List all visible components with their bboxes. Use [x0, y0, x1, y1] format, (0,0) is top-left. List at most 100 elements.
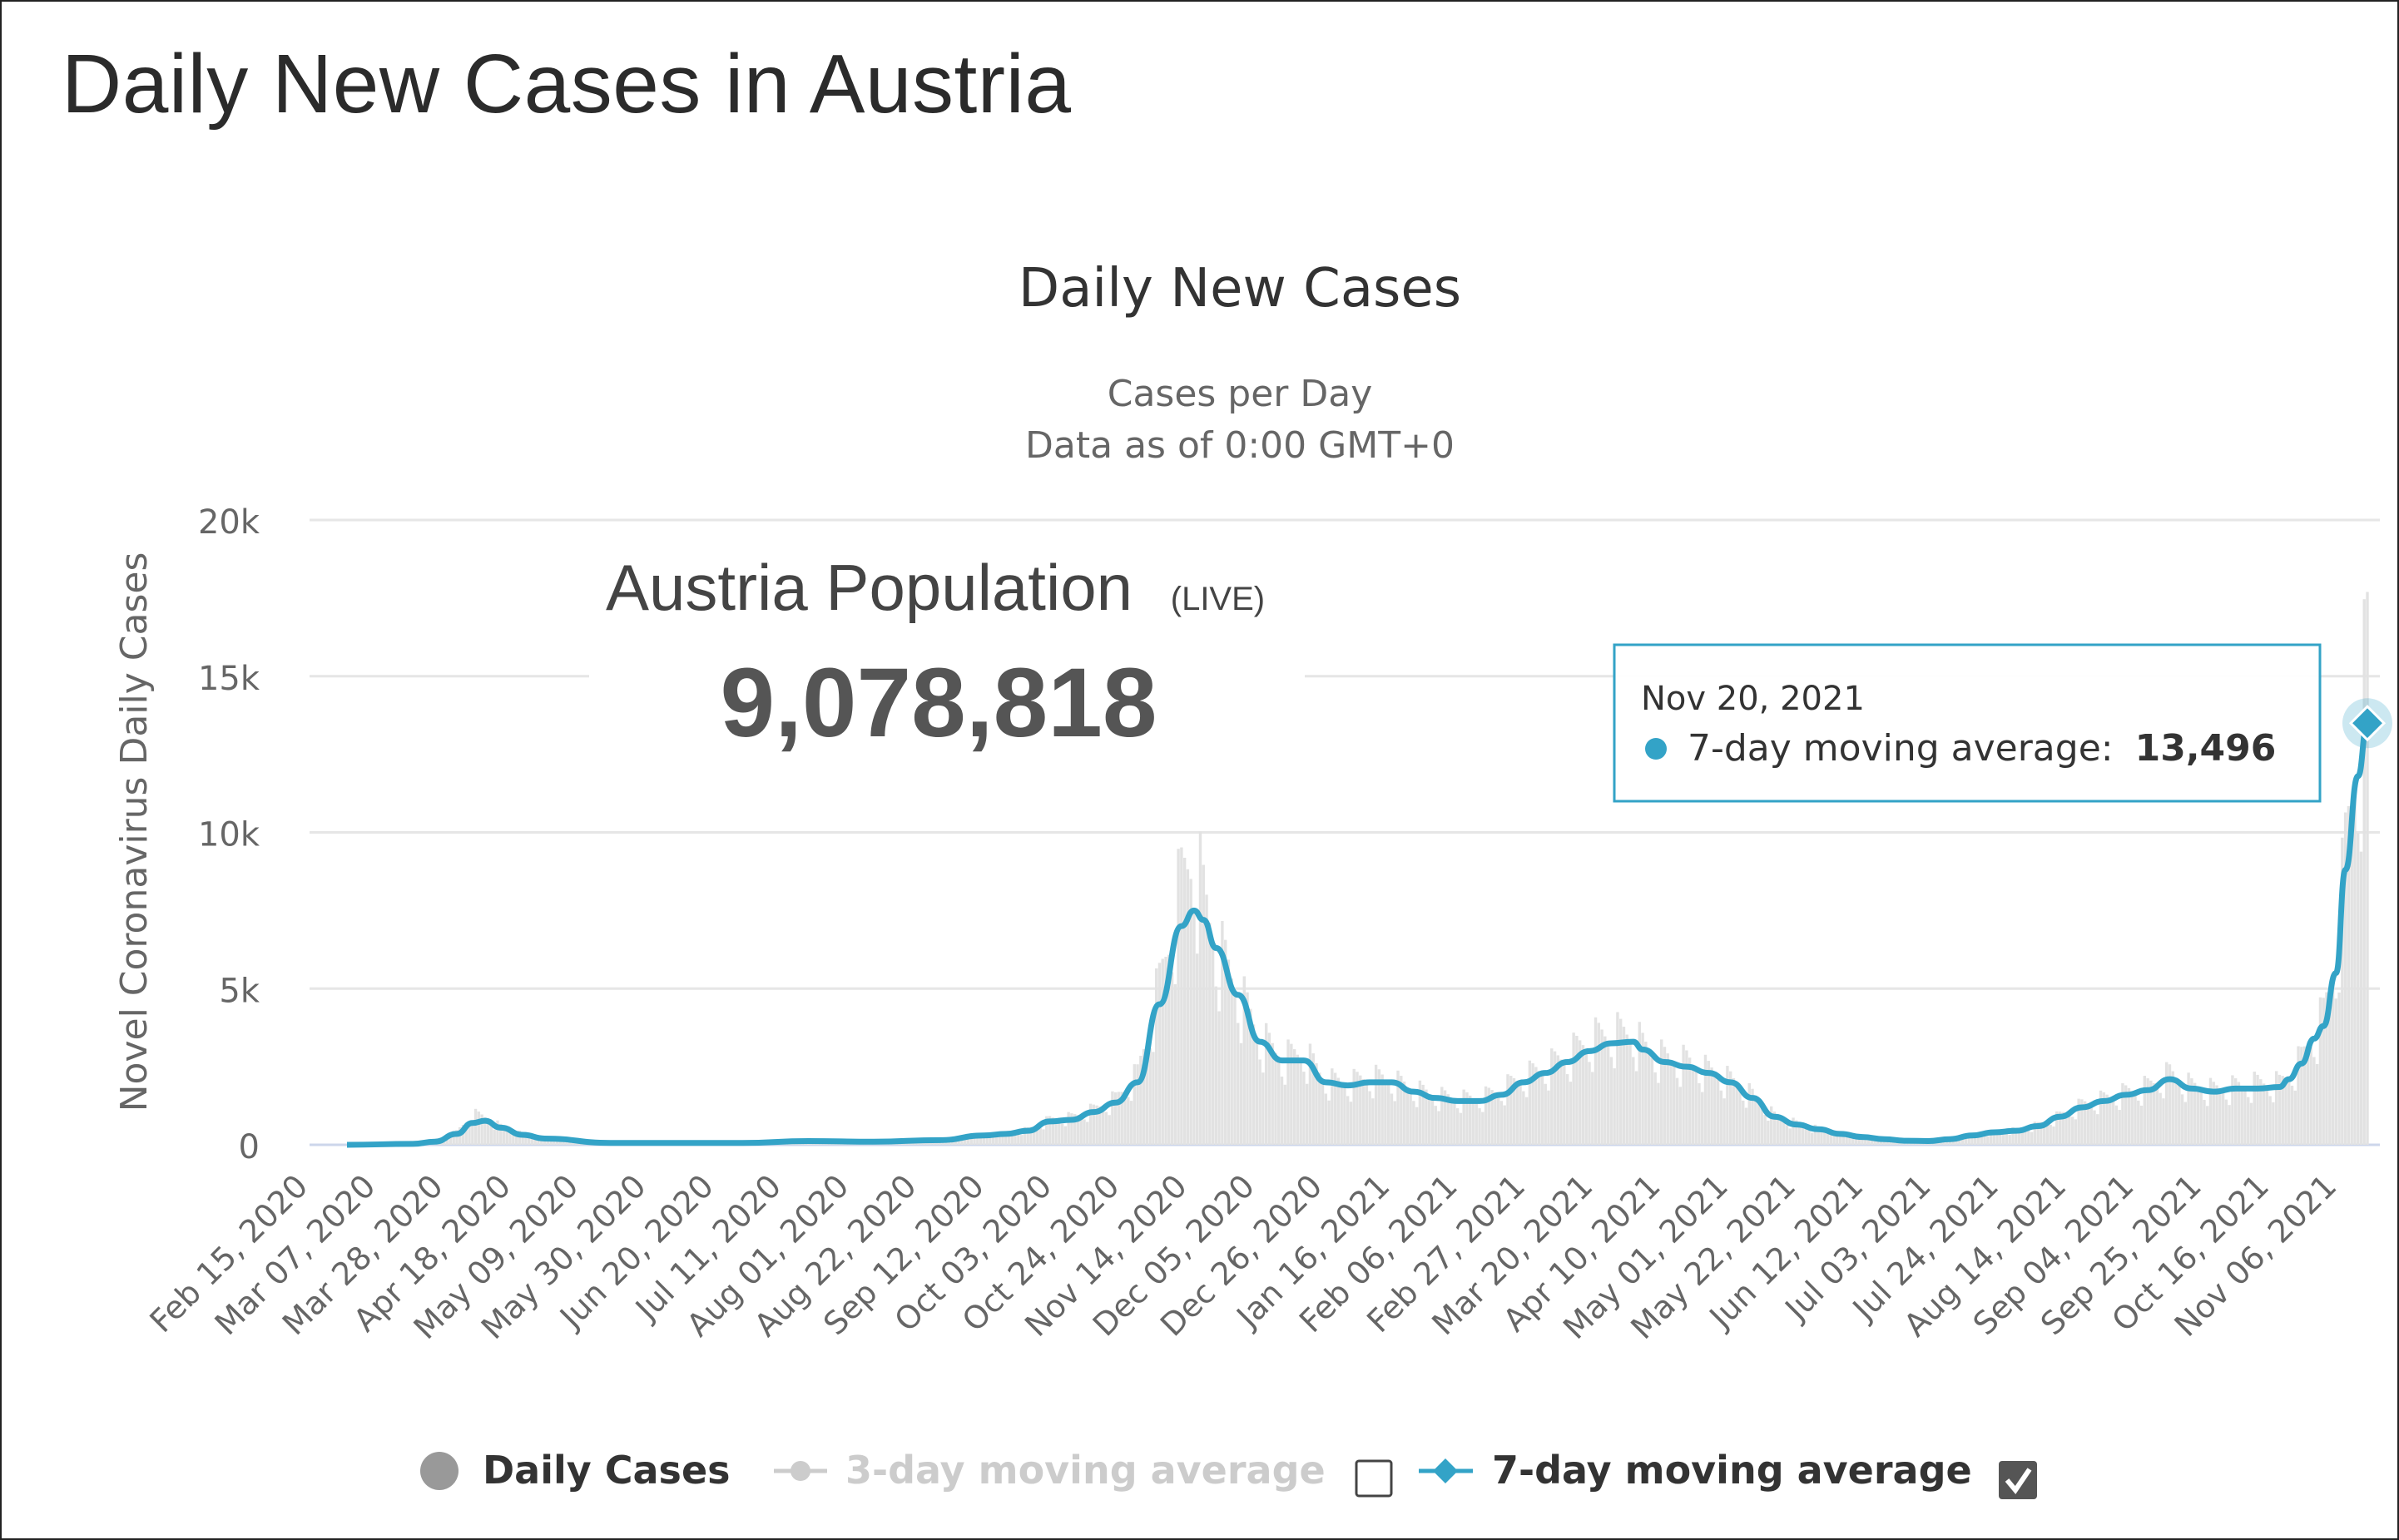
legend-item-daily-cases[interactable]: Daily Cases: [420, 1448, 731, 1493]
daily-case-bar: [1346, 1096, 1350, 1145]
daily-case-bar: [2171, 1071, 2174, 1145]
legend-item-3-day-moving-average[interactable]: 3-day moving average: [774, 1448, 1326, 1493]
daily-case-bar: [1095, 1105, 1098, 1145]
chart-title: Daily New Cases: [1019, 258, 1461, 319]
daily-case-bar: [1742, 1100, 1745, 1145]
hover-marker[interactable]: [2348, 705, 2387, 742]
daily-case-bar: [2099, 1090, 2103, 1145]
daily-case-bar: [1553, 1051, 1557, 1145]
daily-case-bar: [514, 1136, 518, 1145]
legend-item-7-day-moving-average[interactable]: 7-day moving average: [1419, 1448, 1972, 1493]
daily-case-bar: [1462, 1089, 1465, 1145]
daily-case-bar: [1823, 1130, 1827, 1145]
daily-case-bar: [1838, 1131, 1842, 1145]
daily-case-bar: [1760, 1107, 1764, 1145]
population-value: 9,078,818: [721, 648, 1157, 758]
daily-case-bar: [1079, 1116, 1083, 1145]
daily-case-bar: [1465, 1092, 1469, 1145]
daily-case-bar: [1861, 1136, 1864, 1145]
daily-case-bar: [1308, 1043, 1312, 1145]
daily-case-bar: [1999, 1131, 2002, 1145]
daily-case-bar: [1421, 1084, 1425, 1145]
daily-case-bar: [1638, 1022, 1642, 1145]
daily-case-bar: [1747, 1082, 1751, 1145]
daily-case-bar: [1299, 1059, 1302, 1145]
daily-case-bar: [1083, 1119, 1086, 1145]
daily-case-bar: [1544, 1083, 1547, 1145]
daily-case-bar: [1967, 1133, 1970, 1145]
legend-3-day-checkbox[interactable]: [1355, 1459, 1393, 1498]
daily-case-bar: [1177, 849, 1180, 1145]
daily-case-bar: [2309, 1047, 2312, 1145]
tooltip-series-label: 7-day moving average:: [1688, 727, 2114, 770]
daily-case-bar: [1976, 1134, 1980, 1145]
daily-case-bar: [1584, 1049, 1588, 1145]
daily-case-bar: [1368, 1091, 1371, 1145]
daily-case-bar: [1519, 1082, 1522, 1145]
daily-case-bar: [1104, 1112, 1108, 1145]
daily-case-bar: [2325, 992, 2328, 1145]
daily-case-bar: [1804, 1127, 1807, 1145]
daily-case-bar: [1732, 1078, 1736, 1145]
daily-case-bar: [1873, 1139, 1876, 1145]
daily-case-bar: [976, 1138, 979, 1145]
daily-case-bar: [1315, 1062, 1318, 1145]
daily-case-bar: [455, 1130, 458, 1145]
daily-case-bar: [2334, 998, 2337, 1145]
daily-case-bar: [1227, 959, 1231, 1145]
daily-case-bar: [994, 1136, 999, 1145]
daily-case-bar: [2315, 1063, 2319, 1145]
daily-case-bar: [1726, 1066, 1729, 1145]
daily-case-bar: [1958, 1137, 1961, 1145]
daily-case-bar: [1425, 1089, 1428, 1145]
daily-case-bar: [2011, 1127, 2015, 1145]
daily-case-bar: [1974, 1133, 1977, 1145]
daily-case-bar: [1409, 1092, 1412, 1145]
daily-case-bar: [966, 1136, 970, 1145]
daily-case-bar: [2121, 1082, 2124, 1145]
daily-case-bar: [1660, 1039, 1663, 1145]
daily-case-bar: [1970, 1133, 1974, 1145]
daily-case-bar: [2124, 1085, 2128, 1145]
daily-case-bar: [2052, 1126, 2055, 1145]
daily-case-bar: [1139, 1055, 1142, 1145]
daily-case-bar: [991, 1134, 995, 1145]
daily-case-bar: [1007, 1131, 1011, 1145]
daily-case-bar: [2045, 1122, 2050, 1145]
daily-case-bar: [1801, 1125, 1805, 1145]
daily-case-bar: [1728, 1071, 1732, 1145]
legend-3-day-label: 3-day moving average: [845, 1448, 1326, 1493]
daily-case-bar: [1230, 978, 1233, 1145]
daily-case-bar: [1440, 1087, 1444, 1145]
daily-case-bar: [1286, 1039, 1290, 1145]
daily-case-bar: [464, 1122, 468, 1145]
daily-case-bar: [2086, 1103, 2090, 1145]
daily-case-bar: [2174, 1077, 2178, 1145]
daily-case-bar: [1698, 1082, 1701, 1145]
legend-7-day-checkbox[interactable]: [1999, 1461, 2037, 1499]
daily-case-bar: [1556, 1055, 1559, 1145]
daily-case-bar: [2118, 1110, 2121, 1145]
daily-case-bar: [1352, 1068, 1356, 1145]
daily-case-bar: [1609, 1057, 1613, 1145]
daily-case-bar: [1522, 1091, 1525, 1145]
daily-case-bar: [1600, 1029, 1603, 1145]
daily-case-bar: [2130, 1091, 2134, 1145]
daily-case-bar: [1866, 1137, 1871, 1145]
daily-case-bar: [1428, 1094, 1431, 1145]
daily-case-bar: [530, 1136, 534, 1145]
legend-daily-cases-symbol: [420, 1452, 458, 1490]
daily-case-bar: [1719, 1090, 1723, 1145]
daily-case-bar: [1484, 1086, 1488, 1145]
daily-case-bar: [2274, 1071, 2278, 1145]
daily-case-bar: [2237, 1082, 2241, 1145]
daily-case-bar: [1694, 1071, 1698, 1145]
daily-case-bar: [499, 1123, 503, 1145]
page-title: Daily New Cases in Austria: [62, 37, 1072, 131]
daily-case-bar: [1673, 1065, 1676, 1145]
daily-case-bar: [549, 1138, 553, 1145]
daily-case-bar: [2362, 599, 2366, 1145]
chart-subtitle-line2: Data as of 0:00 GMT+0: [1025, 424, 1455, 467]
daily-case-bar: [2262, 1083, 2266, 1145]
daily-case-bar: [1776, 1114, 1779, 1145]
